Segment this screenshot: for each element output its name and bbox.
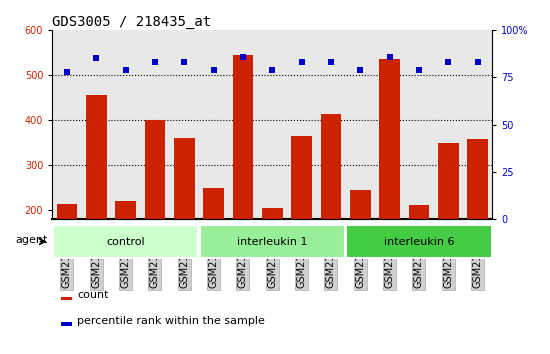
Bar (321, 114, 341, 301)
Text: count: count (77, 290, 108, 300)
Point (209, 67, 218, 73)
Bar (409, 205, 429, 301)
Bar (379, 59, 400, 301)
Bar (204, 188, 224, 301)
Point (180, 59, 189, 65)
Point (63, 69, 72, 75)
Bar (57, 204, 77, 301)
Bar (61, 297, 72, 300)
Point (327, 59, 336, 65)
Bar (292, 136, 312, 301)
Point (268, 67, 277, 73)
Text: interleukin 1: interleukin 1 (237, 236, 307, 247)
Text: agent: agent (15, 235, 48, 245)
Point (297, 59, 306, 65)
Text: interleukin 6: interleukin 6 (384, 236, 454, 247)
Point (239, 54, 248, 59)
Point (121, 67, 130, 73)
FancyBboxPatch shape (346, 225, 492, 258)
Point (151, 59, 160, 65)
Point (415, 67, 424, 73)
Bar (116, 201, 136, 301)
Point (385, 54, 394, 59)
Bar (262, 208, 283, 301)
Bar (61, 322, 72, 326)
Bar (86, 96, 107, 301)
Point (356, 67, 365, 73)
Point (444, 59, 453, 65)
Text: control: control (106, 236, 145, 247)
Point (92, 56, 101, 61)
Bar (145, 120, 165, 301)
Point (473, 59, 482, 65)
FancyBboxPatch shape (200, 225, 345, 258)
Text: percentile rank within the sample: percentile rank within the sample (77, 316, 265, 326)
Bar (174, 138, 195, 301)
Bar (233, 55, 253, 301)
Bar (350, 190, 371, 301)
FancyBboxPatch shape (53, 225, 199, 258)
Bar (468, 139, 488, 301)
Bar (438, 143, 459, 301)
Text: GDS3005 / 218435_at: GDS3005 / 218435_at (52, 15, 211, 29)
